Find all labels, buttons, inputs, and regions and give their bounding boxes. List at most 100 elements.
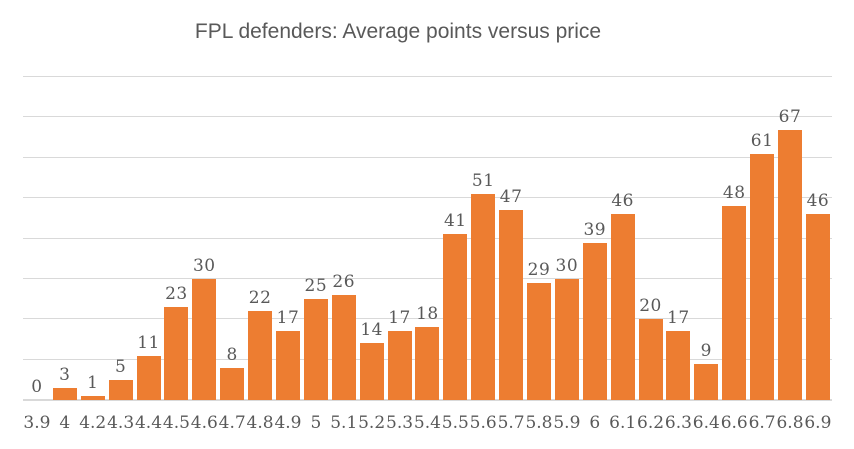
x-axis-label: 5.6 [469, 413, 497, 433]
bar-slot: 14 [358, 77, 386, 400]
bar-slot: 17 [274, 77, 302, 400]
bar-slot: 11 [135, 77, 163, 400]
bar-value-label: 51 [471, 171, 495, 192]
gridline [23, 277, 832, 279]
x-axis-label: 5.4 [413, 413, 441, 433]
bar-value-label: 46 [611, 191, 634, 212]
bar-value-label: 3 [59, 364, 71, 385]
bar-value-label: 11 [137, 332, 160, 353]
bar [638, 319, 663, 400]
bar-value-label: 0 [31, 377, 43, 397]
bar [554, 278, 579, 400]
x-axis-label: 4.5 [162, 413, 190, 433]
bar-slot: 41 [441, 77, 469, 400]
bar-value-label: 67 [778, 106, 802, 127]
x-axis-label: 6.6 [720, 413, 748, 433]
bar-value-label: 20 [639, 296, 662, 317]
x-axis-label: 5.1 [330, 413, 358, 433]
x-axis-label: 6 [589, 413, 601, 433]
bar [499, 210, 524, 400]
chart-title: FPL defenders: Average points versus pri… [194, 20, 602, 43]
x-axis-line [23, 399, 832, 401]
bar [471, 194, 496, 400]
bar-value-label: 1 [87, 372, 99, 393]
bar-value-label: 26 [332, 272, 356, 293]
bar-value-label: 23 [165, 284, 188, 305]
bar-slot: 0 [23, 77, 51, 400]
gridline [23, 237, 832, 239]
bar [415, 327, 440, 400]
bar-value-label: 17 [667, 308, 690, 329]
bar [694, 363, 719, 400]
bar [331, 295, 356, 400]
bar-slot: 47 [497, 77, 525, 400]
bar-value-label: 17 [388, 308, 411, 329]
bar [582, 242, 607, 400]
bar-value-label: 46 [806, 191, 830, 212]
bar-value-label: 22 [248, 288, 272, 309]
bar-value-label: 25 [304, 276, 328, 297]
bar [387, 331, 412, 400]
x-axis-label: 6.7 [748, 413, 776, 433]
bar-slot: 48 [720, 77, 748, 400]
x-axis-label: 6.3 [664, 413, 692, 433]
bar-slot: 18 [413, 77, 441, 400]
bar [248, 311, 273, 400]
bar-value-label: 29 [527, 259, 551, 280]
bar-value-label: 14 [360, 320, 383, 341]
bar-slot: 51 [469, 77, 497, 400]
bar-slot: 17 [386, 77, 414, 400]
x-axis: 3.9 4 4.2 4.3 4.4 4.5 4.6 4.7 4.8 4.9 5 5.1 5.2 5.3 5.… [23, 414, 832, 433]
bar-value-label: 48 [722, 183, 746, 204]
bar-slot: 20 [637, 77, 665, 400]
bar [275, 331, 300, 400]
x-axis-label: 5.7 [497, 413, 525, 433]
bars-container: 0 3 1 5 11 23 30 8 22 17 25 26 14 17 18 41 51 47 29 30 39 46 2… [23, 77, 832, 400]
bar-slot: 26 [330, 77, 358, 400]
bar [80, 395, 105, 400]
bar-value-label: 5 [114, 356, 127, 377]
x-axis-label: 6.4 [692, 413, 720, 433]
bar-value-label: 9 [700, 340, 712, 361]
bar [303, 299, 328, 400]
gridline [23, 197, 832, 199]
x-axis-label: 3.9 [23, 413, 51, 433]
x-axis-label: 4.8 [246, 413, 274, 433]
bar-value-label: 17 [276, 308, 300, 329]
bar-slot: 17 [664, 77, 692, 400]
bar-value-label: 8 [226, 344, 238, 365]
bar-slot: 8 [218, 77, 246, 400]
x-axis-label: 5 [310, 413, 322, 433]
bar-slot: 5 [107, 77, 135, 400]
bar-slot: 67 [776, 77, 804, 400]
x-axis-label: 6.2 [637, 413, 665, 433]
gridline [23, 156, 832, 158]
x-axis-label: 5.9 [553, 413, 581, 433]
x-axis-label: 5.8 [525, 413, 553, 433]
bar [722, 206, 747, 400]
bar [777, 129, 802, 400]
gridline [23, 76, 832, 77]
bar-slot: 23 [162, 77, 190, 400]
bar-value-label: 39 [583, 219, 607, 240]
bar-slot: 1 [79, 77, 107, 400]
bar [526, 282, 551, 400]
x-axis-label: 5.2 [358, 413, 386, 433]
bar-slot: 61 [748, 77, 776, 400]
bar-value-label: 47 [499, 187, 523, 208]
bar [666, 331, 691, 400]
x-axis-label: 4.4 [134, 413, 163, 433]
x-axis-label: 4.7 [218, 413, 246, 433]
bar-value-label: 18 [416, 304, 439, 325]
bar-slot: 30 [553, 77, 581, 400]
bar-slot: 22 [246, 77, 274, 400]
x-axis-label: 5.5 [441, 413, 469, 433]
bar-slot: 46 [609, 77, 637, 400]
bar-slot: 9 [692, 77, 720, 400]
x-axis-label: 4.3 [107, 413, 135, 433]
plot-area: 0 3 1 5 11 23 30 8 22 17 25 26 14 17 18 41 51 47 29 30 39 46 2… [23, 76, 832, 401]
bar [220, 367, 245, 400]
gridline [23, 318, 832, 320]
bar-slot: 3 [51, 77, 79, 400]
